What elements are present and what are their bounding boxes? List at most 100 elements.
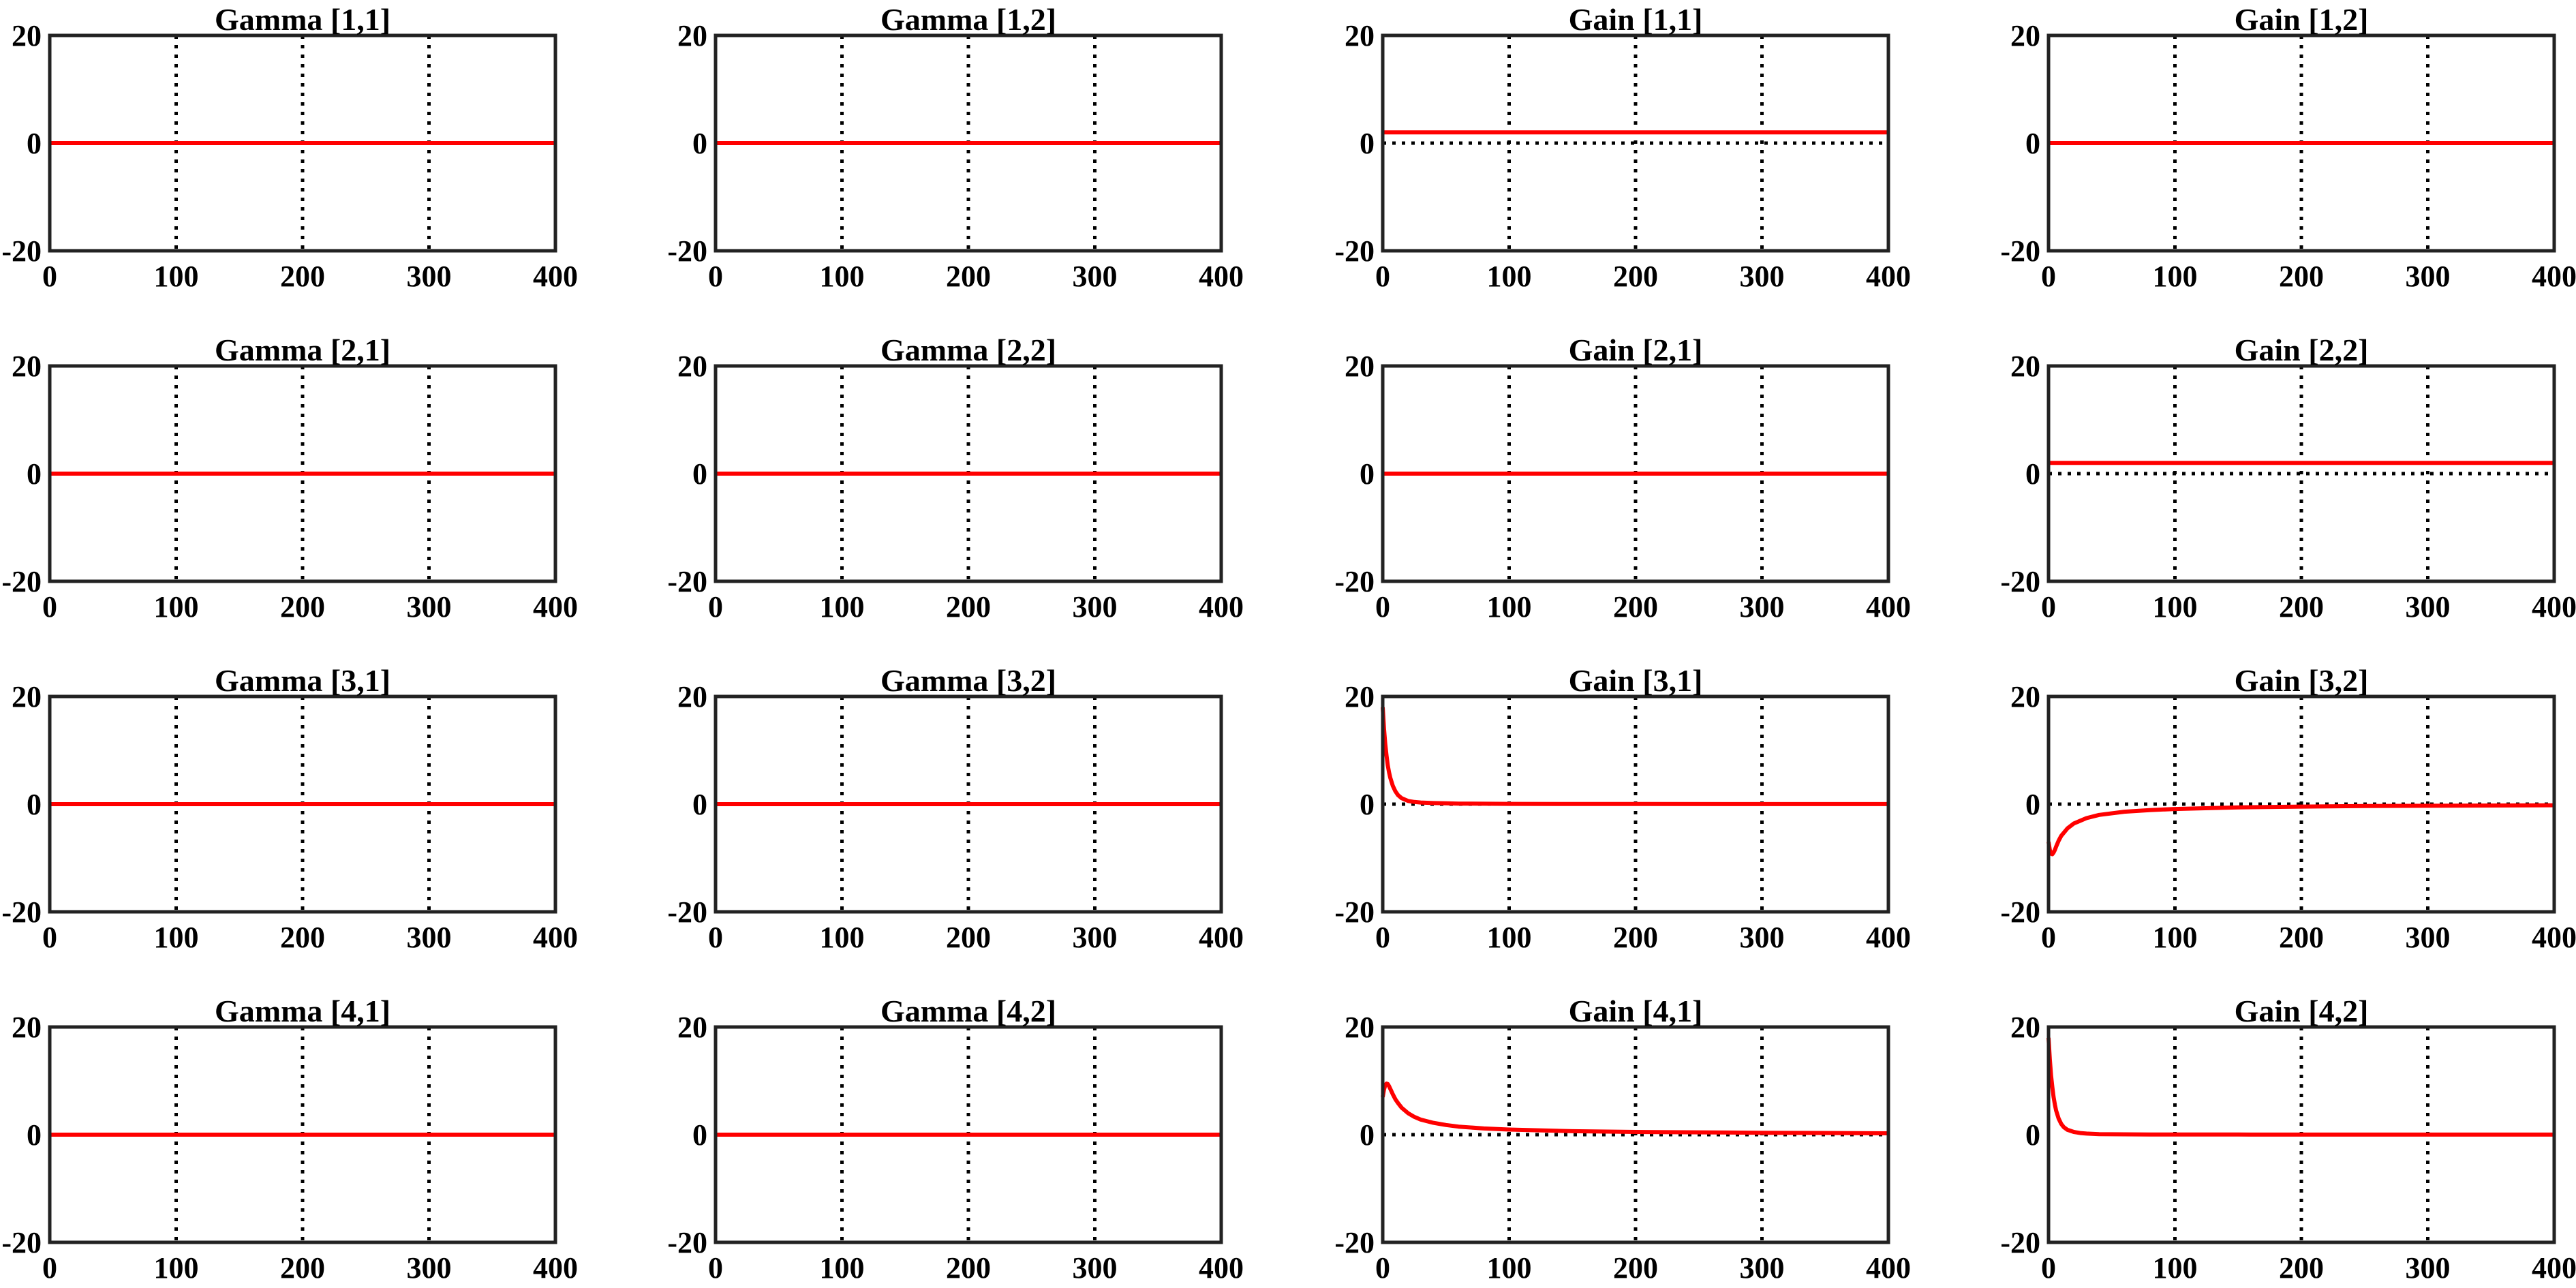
x-tick-label: 100 <box>820 260 865 293</box>
panel-title: Gamma [3,1] <box>215 663 390 698</box>
panel-title: Gain [3,2] <box>2235 663 2369 698</box>
y-tick-label: 20 <box>12 350 42 383</box>
x-tick-label: 200 <box>946 1251 991 1285</box>
x-tick-label: 400 <box>2532 921 2576 954</box>
x-tick-label: 100 <box>1487 921 1532 954</box>
y-tick-label: 0 <box>1360 788 1375 821</box>
series-line <box>1381 707 1888 806</box>
y-tick-label: 0 <box>2025 127 2040 160</box>
x-tick-label: 200 <box>1613 1251 1658 1285</box>
x-tick-label: 300 <box>407 1251 452 1285</box>
x-tick-label: 200 <box>946 921 991 954</box>
axes-frame <box>1381 1025 1890 1244</box>
y-tick-label: 0 <box>692 127 707 160</box>
x-tick-label: 300 <box>2406 921 2451 954</box>
y-tick-label: -20 <box>1334 565 1375 598</box>
x-tick-label: 100 <box>154 260 199 293</box>
x-tick-label: 300 <box>2406 590 2451 624</box>
y-tick-label: 0 <box>2025 457 2040 491</box>
x-tick-label: 0 <box>42 921 57 954</box>
x-tick-label: 300 <box>1073 590 1118 624</box>
panel-title: Gain [1,2] <box>2235 2 2369 37</box>
y-tick-label: -20 <box>667 565 707 598</box>
y-tick-label: 0 <box>2025 788 2040 821</box>
x-tick-label: 0 <box>42 260 57 293</box>
y-tick-label: 0 <box>692 1118 707 1152</box>
panel-title: Gamma [1,1] <box>215 2 390 37</box>
axes-frame <box>48 33 557 253</box>
y-tick-label: -20 <box>1334 1226 1375 1259</box>
x-tick-label: 0 <box>1375 921 1390 954</box>
x-tick-label: 200 <box>946 260 991 293</box>
axes-frame <box>2046 364 2556 583</box>
axes-frame <box>2046 1025 2556 1244</box>
x-tick-label: 0 <box>1375 590 1390 624</box>
x-tick-label: 300 <box>407 590 452 624</box>
x-tick-label: 400 <box>2532 1251 2576 1285</box>
y-tick-label: 0 <box>27 1118 42 1152</box>
x-tick-label: 300 <box>2406 1251 2451 1285</box>
y-tick-label: 20 <box>677 1011 707 1044</box>
y-tick-label: 0 <box>692 788 707 821</box>
x-tick-label: 300 <box>1740 260 1785 293</box>
x-tick-label: 200 <box>280 1251 325 1285</box>
x-tick-label: 400 <box>533 590 578 624</box>
x-tick-label: 0 <box>2041 921 2056 954</box>
panel-title: Gamma [1,2] <box>880 2 1056 37</box>
y-tick-label: 0 <box>1360 1118 1375 1152</box>
y-tick-label: -20 <box>2000 1226 2040 1259</box>
x-tick-label: 100 <box>820 1251 865 1285</box>
x-tick-label: 100 <box>154 921 199 954</box>
panel-title: Gamma [4,1] <box>215 994 390 1028</box>
y-tick-label: -20 <box>667 1226 707 1259</box>
x-tick-label: 100 <box>2153 260 2198 293</box>
y-tick-label: 0 <box>27 127 42 160</box>
y-tick-label: 20 <box>1345 680 1375 714</box>
x-tick-label: 400 <box>1199 590 1244 624</box>
x-tick-label: 200 <box>280 260 325 293</box>
axes-frame <box>1381 33 1890 253</box>
x-tick-label: 300 <box>407 260 452 293</box>
x-tick-label: 400 <box>533 921 578 954</box>
y-tick-label: 20 <box>2010 350 2040 383</box>
x-tick-label: 400 <box>2532 590 2576 624</box>
x-tick-label: 0 <box>1375 1251 1390 1285</box>
y-tick-label: 20 <box>677 350 707 383</box>
axes-frame <box>1381 694 1890 914</box>
panel-title: Gain [3,1] <box>1569 663 1703 698</box>
y-tick-label: 20 <box>677 680 707 714</box>
series-line <box>2046 803 2555 857</box>
x-tick-label: 100 <box>1487 590 1532 624</box>
x-tick-label: 200 <box>2279 260 2324 293</box>
x-tick-label: 300 <box>1073 921 1118 954</box>
y-tick-label: 0 <box>27 788 42 821</box>
axes-frame <box>2046 694 2556 914</box>
panel-title: Gain [2,2] <box>2235 333 2369 367</box>
panel-title: Gamma [3,2] <box>880 663 1056 698</box>
panel-title: Gain [4,1] <box>1569 994 1703 1028</box>
axes-frame <box>714 694 1223 914</box>
x-tick-label: 100 <box>154 590 199 624</box>
y-tick-label: -20 <box>1334 895 1375 929</box>
x-tick-label: 100 <box>820 590 865 624</box>
x-tick-label: 200 <box>2279 590 2324 624</box>
x-tick-label: 100 <box>2153 1251 2198 1285</box>
y-tick-label: 20 <box>1345 19 1375 52</box>
x-tick-label: 200 <box>1613 260 1658 293</box>
x-tick-label: 0 <box>708 590 723 624</box>
axes-frame <box>714 364 1223 583</box>
series-line <box>2046 1037 2554 1137</box>
x-tick-label: 400 <box>1866 260 1911 293</box>
y-tick-label: -20 <box>667 895 707 929</box>
x-tick-label: 200 <box>1613 590 1658 624</box>
axes-frame <box>714 1025 1223 1244</box>
x-tick-label: 400 <box>533 260 578 293</box>
